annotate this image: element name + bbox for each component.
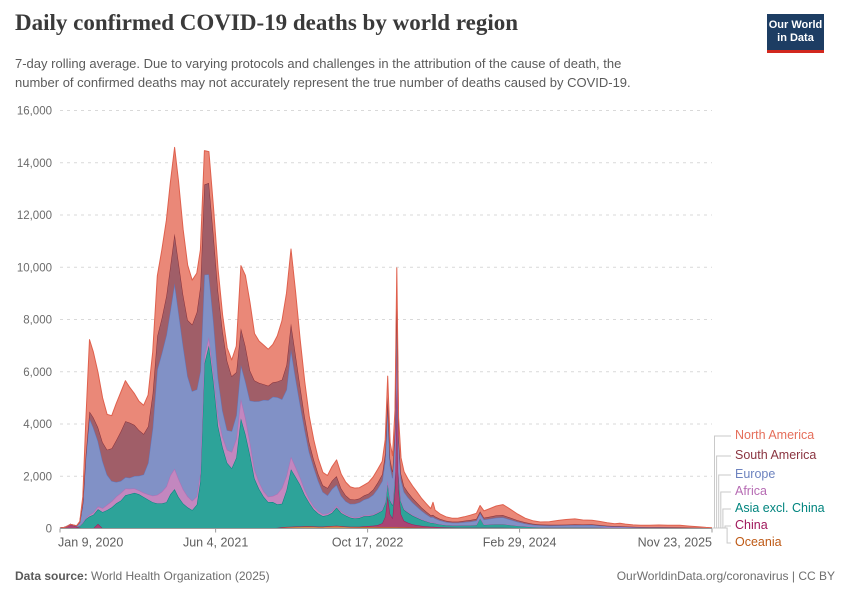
legend-item-china[interactable]: China	[735, 518, 768, 532]
owid-logo: Our World in Data	[767, 14, 824, 53]
page-title: Daily confirmed COVID-19 deaths by world…	[15, 10, 519, 35]
x-axis-tick-label: Oct 17, 2022	[332, 536, 404, 550]
legend-item-europe[interactable]: Europe	[735, 467, 776, 481]
x-axis-tick-label: Jan 9, 2020	[58, 536, 123, 550]
legend-connector-line	[712, 435, 731, 529]
legend-connector-line	[712, 474, 731, 529]
x-axis-tick-label: Nov 23, 2025	[638, 536, 712, 550]
y-axis-tick-label: 10,000	[17, 262, 52, 274]
legend-item-oceania[interactable]: Oceania	[735, 535, 782, 549]
area-border-north-america	[59, 146, 713, 529]
data-source-note: Data source: World Health Organization (…	[15, 569, 270, 583]
legend-connector-line	[712, 508, 731, 529]
y-axis-tick-label: 12,000	[17, 210, 52, 222]
legend-item-africa[interactable]: Africa	[735, 484, 767, 498]
plot-area[interactable]	[59, 146, 713, 529]
y-axis-tick-label: 16,000	[17, 106, 52, 118]
logo-line-1: Our World	[768, 19, 823, 31]
legend-item-north-america[interactable]: North America	[735, 428, 815, 442]
legend-item-asia-excl-china[interactable]: Asia excl. China	[735, 501, 825, 515]
area-asia-excl-china	[60, 345, 712, 529]
y-axis-tick-label: 6,000	[23, 367, 52, 379]
data-source-label: Data source:	[15, 569, 88, 583]
logo-line-2: in Data	[777, 32, 814, 44]
area-south-america	[60, 183, 712, 529]
area-europe	[60, 274, 712, 529]
y-axis-tick-label: 8,000	[23, 315, 52, 327]
legend-item-south-america[interactable]: South America	[735, 448, 817, 462]
data-source-text: World Health Organization (2025)	[87, 569, 270, 583]
subtitle-line-2: number of confirmed deaths may not accur…	[15, 75, 631, 90]
credit-link[interactable]: OurWorldinData.org/coronavirus | CC BY	[616, 569, 835, 583]
y-axis-tick-label: 14,000	[17, 158, 52, 170]
subtitle-line-1: 7-day rolling average. Due to varying pr…	[15, 56, 622, 71]
y-axis-tick-label: 0	[46, 524, 52, 536]
chart-subtitle: 7-day rolling average. Due to varying pr…	[15, 54, 745, 92]
y-axis-tick-label: 4,000	[23, 419, 52, 431]
x-axis-tick-label: Jun 4, 2021	[183, 536, 248, 550]
y-axis-tick-label: 2,000	[23, 471, 52, 483]
x-axis-tick-label: Feb 29, 2024	[483, 536, 557, 550]
legend-connector-line	[712, 491, 731, 529]
legend-connector-line	[712, 527, 731, 544]
